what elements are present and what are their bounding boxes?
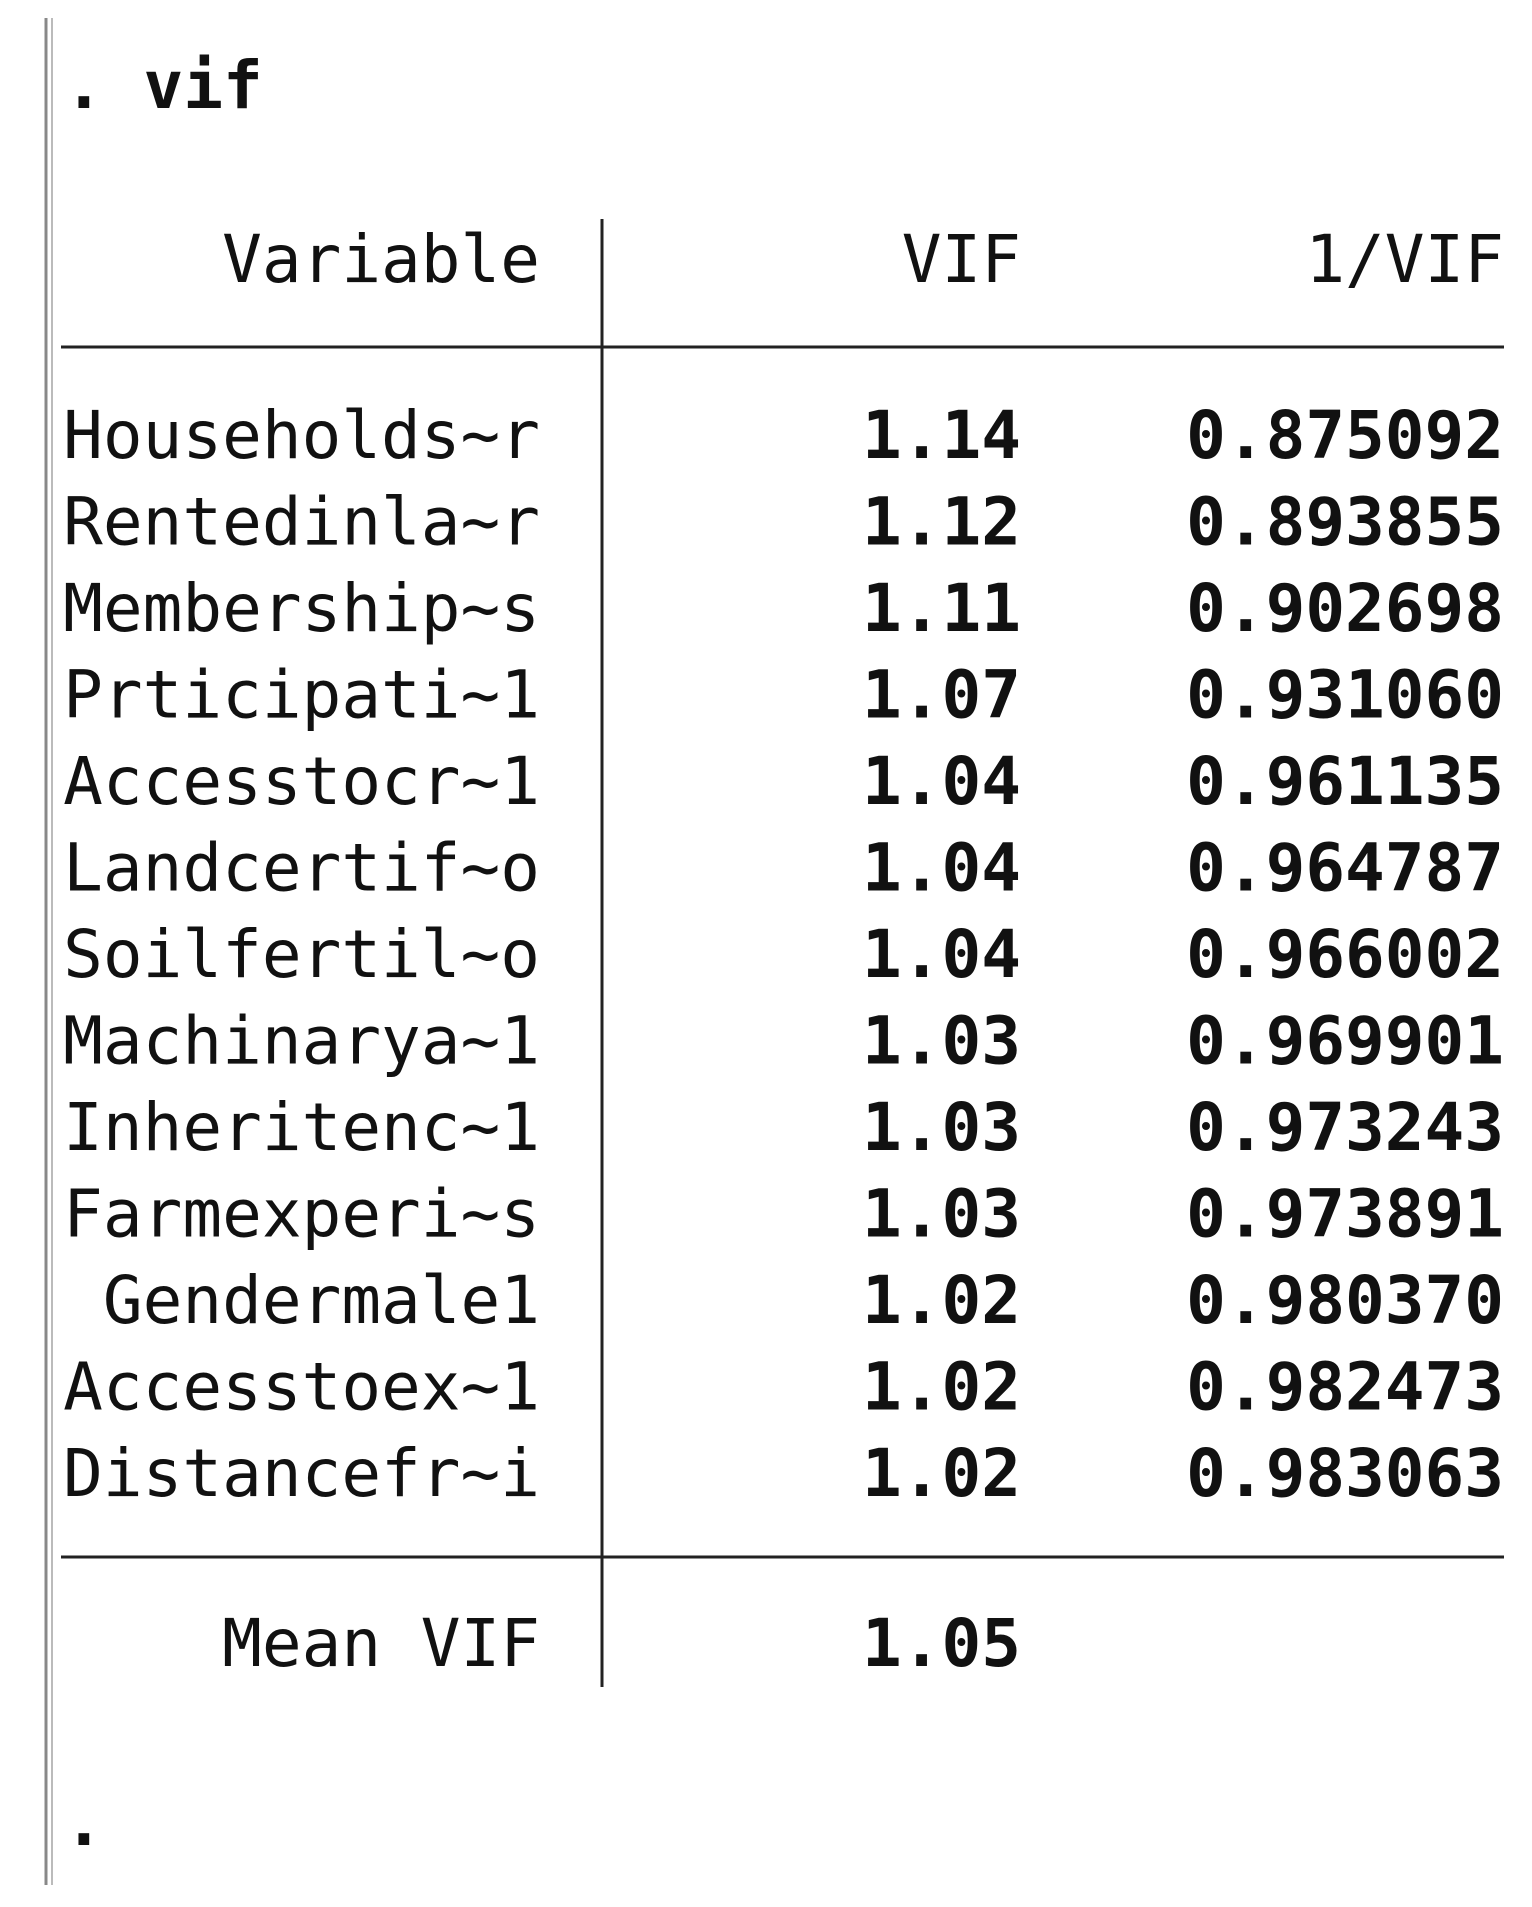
variable-name: Accesstocr~1 xyxy=(63,743,540,820)
cell-value: 1.07 xyxy=(862,657,1021,734)
cell-value: 0.966002 xyxy=(1186,916,1504,993)
cell-value: 1.04 xyxy=(862,916,1021,993)
cell-value: 1.03 xyxy=(862,1089,1021,1166)
footer-value: 1.05 xyxy=(862,1605,1021,1682)
variable-name: Gendermale1 xyxy=(103,1262,540,1339)
cell-value: 1.04 xyxy=(862,743,1021,820)
footer-label: Mean VIF xyxy=(222,1605,540,1682)
cell-value: 1.02 xyxy=(862,1262,1021,1339)
cell-value: 0.902698 xyxy=(1186,570,1504,647)
variable-name: Farmexperi~s xyxy=(63,1176,540,1253)
cell-value: 0.893855 xyxy=(1186,484,1504,561)
cell-value: 0.973891 xyxy=(1186,1176,1504,1253)
variable-name: Inheritenc~1 xyxy=(63,1089,540,1166)
column-header: VIF xyxy=(902,221,1021,298)
prompt: . xyxy=(64,1784,104,1861)
variable-name: Accesstoex~1 xyxy=(63,1349,540,1426)
variable-name: Membership~s xyxy=(63,570,540,647)
cell-value: 0.980370 xyxy=(1186,1262,1504,1339)
variable-name: Soilfertil~o xyxy=(63,916,540,993)
variable-name: Households~r xyxy=(63,397,540,474)
cell-value: 1.02 xyxy=(862,1349,1021,1426)
cell-value: 1.03 xyxy=(862,1003,1021,1080)
cell-value: 1.03 xyxy=(862,1176,1021,1253)
cell-value: 0.969901 xyxy=(1186,1003,1504,1080)
cell-value: 0.964787 xyxy=(1186,830,1504,907)
cell-value: 1.04 xyxy=(862,830,1021,907)
cell-value: 0.875092 xyxy=(1186,397,1504,474)
command: . vif xyxy=(64,47,263,124)
column-header: 1/VIF xyxy=(1305,221,1504,298)
variable-name: Machinarya~1 xyxy=(63,1003,540,1080)
variable-name: Prticipati~1 xyxy=(63,657,540,734)
cell-value: 1.02 xyxy=(862,1435,1021,1512)
variable-name: Landcertif~o xyxy=(63,830,540,907)
cell-value: 0.973243 xyxy=(1186,1089,1504,1166)
cell-value: 0.982473 xyxy=(1186,1349,1504,1426)
cell-value: 0.931060 xyxy=(1186,657,1504,734)
cell-value: 0.983063 xyxy=(1186,1435,1504,1512)
variable-name: Rentedinla~r xyxy=(63,484,540,561)
cell-value: 1.14 xyxy=(862,397,1021,474)
column-header: Variable xyxy=(222,221,540,298)
cell-value: 0.961135 xyxy=(1186,743,1504,820)
cell-value: 1.12 xyxy=(862,484,1021,561)
cell-value: 1.11 xyxy=(862,570,1021,647)
variable-name: Distancefr~i xyxy=(63,1435,540,1512)
